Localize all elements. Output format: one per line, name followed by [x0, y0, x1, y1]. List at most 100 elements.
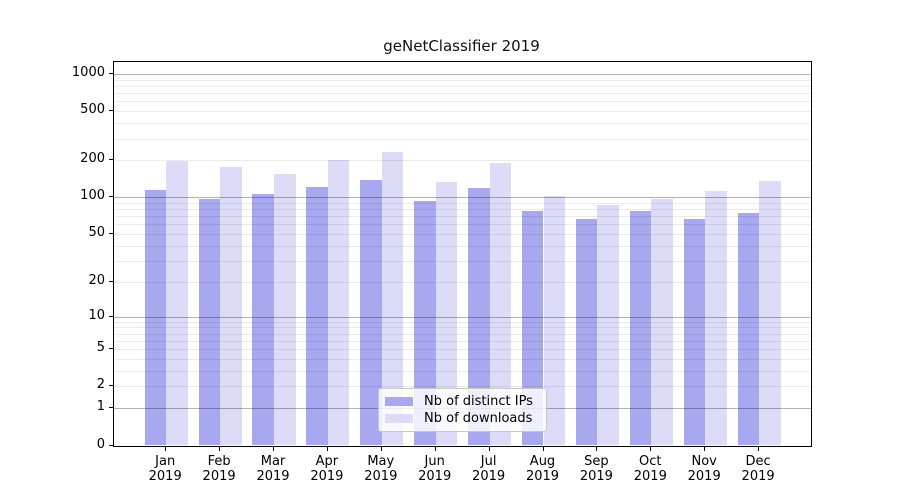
- y-tick-label: 100: [80, 188, 105, 204]
- x-tick-month: Dec: [745, 453, 771, 469]
- x-tick-mark: [434, 446, 436, 451]
- bar-distinct-ips: [683, 219, 706, 446]
- y-tick-label: 20: [88, 272, 105, 288]
- minor-gridline: [114, 79, 811, 81]
- minor-gridline: [114, 85, 811, 87]
- minor-gridline: [114, 209, 811, 211]
- bar-distinct-ips: [414, 200, 436, 446]
- bar-downloads: [597, 204, 619, 446]
- bar-downloads: [381, 151, 404, 446]
- minor-gridline: [114, 281, 811, 283]
- legend: Nb of distinct IPs Nb of downloads: [378, 388, 547, 432]
- minor-gridline: [114, 160, 811, 162]
- x-tick-label: Apr 2019: [296, 454, 358, 485]
- x-tick-year: 2019: [364, 469, 398, 484]
- minor-gridline: [114, 333, 811, 335]
- bar-downloads: [166, 160, 188, 446]
- bar-downloads: [220, 166, 242, 446]
- minor-gridline: [114, 260, 811, 262]
- x-tick-year: 2019: [148, 469, 182, 484]
- bar-downloads: [435, 181, 458, 446]
- y-tick-mark: [109, 110, 113, 112]
- bar-distinct-ips: [521, 211, 544, 446]
- y-tick-label: 1: [96, 399, 105, 415]
- legend-item-distinct-ips: Nb of distinct IPs: [385, 393, 538, 410]
- minor-gridline: [114, 216, 811, 218]
- minor-gridline: [114, 386, 811, 388]
- minor-gridline: [114, 245, 811, 247]
- legend-label-downloads: Nb of downloads: [424, 410, 533, 426]
- y-tick-label: 500: [80, 102, 105, 118]
- minor-gridline: [114, 202, 811, 204]
- minor-gridline: [114, 349, 811, 351]
- chart-title: geNetClassifier 2019: [383, 37, 540, 55]
- major-gridline: [114, 74, 811, 75]
- minor-gridline: [114, 93, 811, 95]
- bar-downloads: [327, 160, 350, 446]
- x-tick-year: 2019: [310, 469, 344, 484]
- x-tick-label: Sep 2019: [565, 454, 627, 485]
- x-tick-label: Nov 2019: [673, 454, 735, 485]
- y-tick-mark: [109, 348, 113, 350]
- x-tick-label: Aug 2019: [512, 454, 574, 485]
- y-tick-label: 10: [88, 307, 105, 323]
- minor-gridline: [114, 321, 811, 323]
- minor-gridline: [114, 123, 811, 125]
- x-tick-year: 2019: [525, 469, 560, 484]
- x-tick-year: 2019: [418, 469, 452, 484]
- x-tick-month: Feb: [207, 453, 231, 469]
- legend-swatch-distinct-ips: [385, 396, 413, 407]
- major-gridline: [114, 316, 811, 318]
- y-tick-mark: [109, 233, 113, 235]
- x-tick-month: May: [367, 453, 395, 469]
- x-tick-mark: [542, 446, 544, 451]
- bar-distinct-ips: [737, 213, 760, 446]
- x-tick-month: Jan: [155, 453, 176, 469]
- y-tick-mark: [109, 280, 113, 282]
- minor-gridline: [114, 138, 811, 140]
- x-tick-month: Mar: [260, 453, 286, 469]
- x-tick-month: Oct: [639, 453, 662, 469]
- x-tick-mark: [650, 446, 652, 451]
- bar-downloads: [543, 195, 566, 446]
- bar-distinct-ips: [629, 210, 652, 446]
- x-tick-year: 2019: [579, 469, 613, 484]
- x-tick-label: May 2019: [350, 454, 412, 485]
- x-tick-label: Feb 2019: [188, 454, 250, 485]
- x-tick-year: 2019: [256, 469, 290, 484]
- y-tick-mark: [109, 159, 113, 161]
- x-tick-month: Nov: [691, 453, 717, 469]
- x-tick-year: 2019: [633, 469, 667, 484]
- bar-distinct-ips: [252, 193, 274, 446]
- minor-gridline: [114, 327, 811, 329]
- minor-gridline: [114, 340, 811, 342]
- x-tick-month: Sep: [584, 453, 609, 469]
- x-tick-label: Oct 2019: [619, 454, 681, 485]
- x-tick-year: 2019: [202, 469, 236, 484]
- x-tick-mark: [488, 446, 490, 451]
- x-tick-year: 2019: [472, 469, 506, 484]
- x-tick-label: Jan 2019: [134, 454, 196, 485]
- bar-downloads: [651, 198, 673, 446]
- bar-downloads: [274, 174, 296, 446]
- legend-label-distinct-ips: Nb of distinct IPs: [424, 393, 533, 409]
- bar-distinct-ips: [575, 218, 598, 446]
- y-tick-label: 0: [96, 436, 105, 452]
- bar-downloads: [759, 180, 781, 446]
- x-tick-mark: [596, 446, 598, 451]
- x-tick-label: Jun 2019: [404, 454, 466, 485]
- x-tick-mark: [380, 446, 382, 451]
- bar-distinct-ips: [360, 180, 382, 446]
- bar-distinct-ips: [144, 189, 167, 446]
- major-gridline: [114, 197, 811, 199]
- minor-gridline: [114, 224, 811, 226]
- minor-gridline: [114, 370, 811, 372]
- minor-gridline: [114, 111, 811, 113]
- x-tick-mark: [219, 446, 221, 451]
- y-tick-label: 5: [96, 340, 105, 356]
- minor-gridline: [114, 234, 811, 236]
- y-tick-mark: [109, 444, 113, 446]
- x-tick-label: Dec 2019: [727, 454, 789, 485]
- y-tick-label: 50: [88, 225, 105, 241]
